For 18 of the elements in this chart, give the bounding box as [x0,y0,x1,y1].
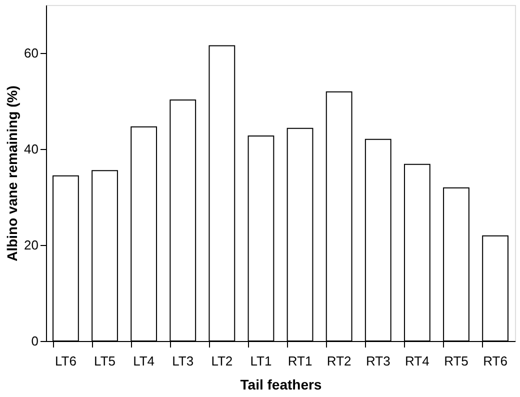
x-tick-label: RT3 [366,354,390,368]
y-tick-label: 60 [24,46,38,60]
x-tick-label: LT5 [94,354,116,368]
x-tick-label: LT3 [172,354,194,368]
y-axis-title: Albino vane remaining (%) [4,86,20,262]
x-tick-label: LT6 [55,354,76,368]
y-tick-label: 0 [31,334,38,348]
x-tick-label: RT6 [483,354,508,368]
x-tick-label: LT1 [250,354,272,368]
x-tick-label: RT5 [444,354,468,368]
x-tick-label: LT4 [133,354,155,368]
x-tick-label: RT4 [405,354,430,368]
x-tick-label: RT2 [326,354,352,368]
x-axis-title: Tail feathers [240,376,322,392]
y-tick-label: 40 [24,142,38,156]
x-tick-label: LT2 [211,354,233,368]
y-tick-label: 20 [24,238,38,252]
x-tick-label: RT1 [288,354,312,368]
